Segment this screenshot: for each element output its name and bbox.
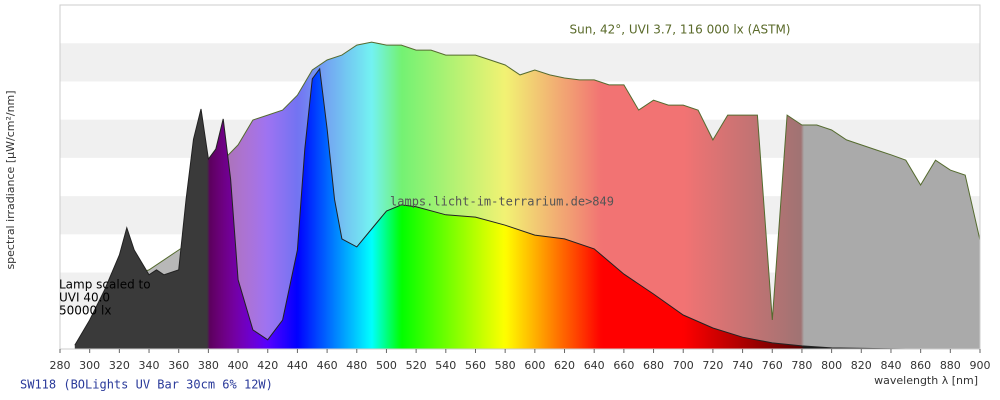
x-tick-label: 400 [228, 359, 249, 372]
x-tick-label: 420 [257, 359, 278, 372]
lamp-name: SW118 (BOLights UV Bar 30cm 6% 12W) [20, 378, 273, 392]
annotation: 50000 lx [59, 304, 111, 318]
x-tick-label: 700 [673, 359, 694, 372]
x-tick-label: 300 [79, 359, 100, 372]
x-tick-label: 800 [821, 359, 842, 372]
x-tick-label: 540 [435, 359, 456, 372]
x-tick-label: 760 [762, 359, 783, 372]
x-tick-label: 320 [109, 359, 130, 372]
x-tick-label: 580 [495, 359, 516, 372]
y-axis-label: spectral irradiance [µW/cm²/nm] [4, 90, 17, 269]
x-tick-label: 720 [702, 359, 723, 372]
plot-frame [59, 4, 981, 350]
x-tick-label: 600 [524, 359, 545, 372]
x-tick-label: 780 [791, 359, 812, 372]
x-tick-label: 520 [406, 359, 427, 372]
x-tick-label: 640 [584, 359, 605, 372]
x-axis: 280 300 320 340 360 380 400 420 440 460 480 500 520 5… [50, 349, 991, 372]
x-tick-label: 620 [554, 359, 575, 372]
x-axis-label: wavelength λ [nm] [874, 374, 978, 387]
plot-area [74, 41, 980, 349]
x-tick-label: 500 [376, 359, 397, 372]
x-tick-label: 660 [613, 359, 634, 372]
x-tick-label: 560 [465, 359, 486, 372]
x-tick-label: 360 [168, 359, 189, 372]
x-tick-label: 480 [346, 359, 367, 372]
spectrum-line [74, 67, 980, 349]
sun-label: Sun, 42°, UVI 3.7, 116 000 lx (ASTM) [570, 23, 791, 37]
x-tick-label: 680 [643, 359, 664, 372]
x-tick-label: 840 [880, 359, 901, 372]
x-tick-label: 440 [287, 359, 308, 372]
x-tick-label: 380 [198, 359, 219, 372]
x-tick-label: 740 [732, 359, 753, 372]
x-tick-label: 460 [317, 359, 338, 372]
x-tick-label: 900 [970, 359, 991, 372]
annotation: Lamp scaled to [59, 278, 151, 292]
x-tick-label: 860 [910, 359, 931, 372]
x-tick-label: 880 [940, 359, 961, 372]
watermark: lamps.licht-im-terrarium.de>849 [390, 195, 614, 209]
spectrum-area [74, 68, 980, 349]
annotation: UVI 40.0 [59, 291, 110, 305]
x-tick-label: 820 [851, 359, 872, 372]
x-tick-label: 280 [50, 359, 71, 372]
x-tick-label: 340 [139, 359, 160, 372]
